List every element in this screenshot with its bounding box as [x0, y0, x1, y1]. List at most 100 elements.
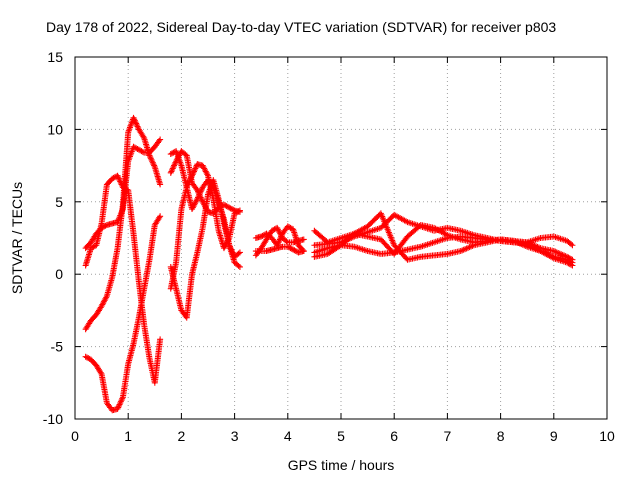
data-point: [122, 185, 129, 192]
data-point: [226, 204, 233, 211]
y-tick-label: 0: [55, 266, 63, 282]
data-point: [300, 236, 307, 243]
series-s4: [82, 172, 164, 386]
data-point: [193, 197, 200, 204]
data-point: [291, 247, 298, 254]
data-point: [157, 336, 164, 343]
data-point: [131, 116, 138, 123]
data-point: [83, 354, 90, 361]
data-point: [275, 239, 282, 246]
y-tick-label: -5: [51, 339, 64, 355]
data-point: [197, 188, 204, 195]
data-point: [115, 175, 122, 182]
data-point: [286, 224, 293, 231]
data-point: [258, 233, 265, 240]
data-point: [147, 155, 154, 162]
data-point: [197, 190, 204, 197]
data-point: [148, 156, 155, 163]
y-tick-label: -10: [43, 411, 63, 427]
data-point: [168, 168, 175, 175]
data-point: [110, 174, 117, 181]
series-s3: [82, 213, 164, 414]
data-point: [149, 158, 156, 165]
data-marks: [82, 114, 576, 414]
data-point: [157, 213, 164, 220]
data-point: [403, 255, 410, 262]
data-point: [103, 294, 110, 301]
data-point: [192, 165, 199, 172]
data-point: [564, 256, 571, 263]
data-point: [270, 227, 277, 234]
data-point: [82, 353, 89, 360]
data-point: [119, 395, 126, 402]
data-point: [130, 143, 137, 150]
x-tick-label: 7: [444, 428, 452, 444]
series-s15: [311, 210, 576, 266]
data-point: [134, 145, 141, 152]
data-point: [268, 227, 275, 234]
data-point: [156, 137, 163, 144]
data-point: [115, 174, 122, 181]
data-point: [169, 150, 176, 157]
data-point: [167, 151, 174, 158]
data-point: [284, 223, 291, 230]
data-point: [118, 181, 125, 188]
series-s2: [82, 114, 164, 333]
data-point: [117, 400, 124, 407]
data-point: [132, 119, 139, 126]
data-point: [235, 250, 242, 257]
data-point: [116, 177, 123, 184]
x-tick-label: 9: [550, 428, 558, 444]
data-point: [196, 191, 203, 198]
series-s9: [252, 223, 307, 255]
data-point: [150, 161, 157, 168]
data-point: [169, 166, 176, 173]
data-point: [133, 145, 140, 152]
data-point: [569, 259, 576, 266]
data-point: [116, 401, 123, 408]
x-tick-label: 3: [231, 428, 239, 444]
data-point: [259, 232, 266, 239]
data-point: [131, 117, 138, 124]
y-axis-label: SDTVAR / TECUs: [9, 182, 25, 294]
data-point: [89, 244, 96, 251]
data-point: [146, 152, 153, 159]
data-point: [151, 162, 158, 169]
data-point: [114, 172, 121, 179]
data-point: [171, 161, 178, 168]
x-tick-label: 6: [390, 428, 398, 444]
data-point: [235, 262, 242, 269]
data-point: [115, 402, 122, 409]
data-point: [199, 197, 206, 204]
data-point: [90, 243, 97, 250]
data-point: [137, 147, 144, 154]
data-point: [117, 179, 124, 186]
data-point: [287, 245, 294, 252]
data-point: [156, 214, 163, 221]
chart-title: Day 178 of 2022, Sidereal Day-to-day VTE…: [46, 19, 556, 35]
data-point: [198, 187, 205, 194]
data-point: [276, 237, 283, 244]
x-tick-label: 2: [178, 428, 186, 444]
data-point: [236, 208, 243, 215]
data-point: [274, 240, 281, 247]
data-point: [236, 249, 243, 256]
data-point: [139, 148, 146, 155]
data-point: [109, 175, 116, 182]
x-tick-label: 10: [599, 428, 615, 444]
data-point: [286, 244, 293, 251]
data-point: [149, 159, 156, 166]
x-tick-label: 1: [124, 428, 132, 444]
data-point: [292, 248, 299, 255]
x-tick-label: 4: [284, 428, 292, 444]
data-point: [223, 203, 230, 210]
series-s8: [167, 177, 243, 321]
data-point: [131, 144, 138, 151]
data-point: [287, 224, 294, 231]
x-tick-label: 8: [497, 428, 505, 444]
data-point: [117, 178, 124, 185]
data-point: [568, 258, 575, 265]
data-point: [569, 242, 576, 249]
data-point: [283, 238, 290, 245]
data-point: [157, 181, 164, 188]
